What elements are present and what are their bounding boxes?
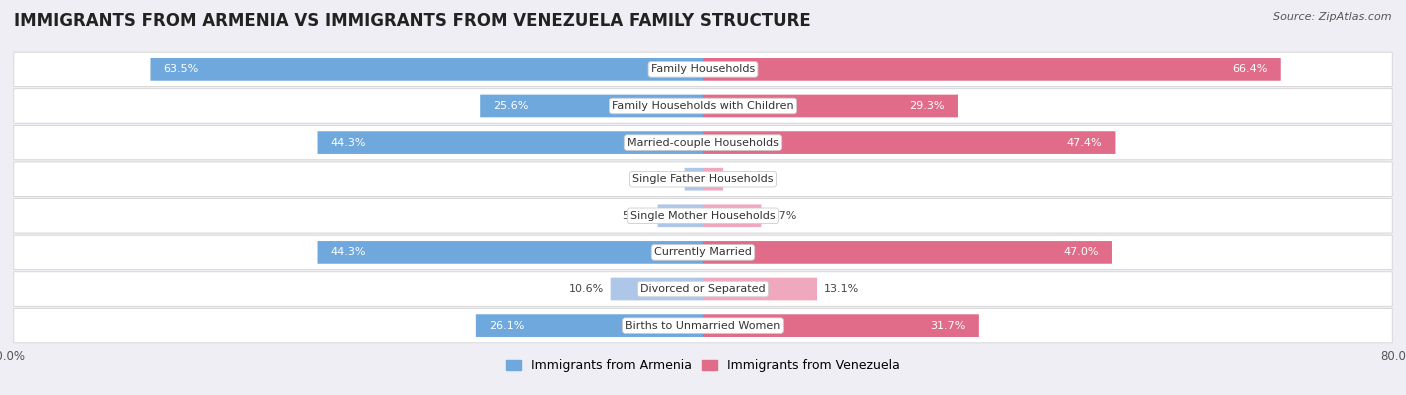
Text: 2.3%: 2.3% [730,174,758,184]
Text: Married-couple Households: Married-couple Households [627,137,779,148]
FancyBboxPatch shape [703,168,723,190]
Text: 5.2%: 5.2% [623,211,651,221]
FancyBboxPatch shape [14,199,1392,233]
FancyBboxPatch shape [14,52,1392,87]
FancyBboxPatch shape [475,314,703,337]
FancyBboxPatch shape [703,58,1281,81]
Text: Source: ZipAtlas.com: Source: ZipAtlas.com [1274,12,1392,22]
FancyBboxPatch shape [14,89,1392,123]
Text: Divorced or Separated: Divorced or Separated [640,284,766,294]
Text: 47.4%: 47.4% [1067,137,1102,148]
Text: 26.1%: 26.1% [489,321,524,331]
Text: Currently Married: Currently Married [654,247,752,258]
FancyBboxPatch shape [14,125,1392,160]
FancyBboxPatch shape [703,95,957,117]
Text: Births to Unmarried Women: Births to Unmarried Women [626,321,780,331]
Text: 25.6%: 25.6% [494,101,529,111]
Text: 10.6%: 10.6% [568,284,603,294]
Text: Family Households: Family Households [651,64,755,74]
FancyBboxPatch shape [703,314,979,337]
Text: 63.5%: 63.5% [163,64,198,74]
FancyBboxPatch shape [703,205,762,227]
FancyBboxPatch shape [14,162,1392,196]
Text: 2.1%: 2.1% [650,174,678,184]
FancyBboxPatch shape [481,95,703,117]
FancyBboxPatch shape [150,58,703,81]
Text: 44.3%: 44.3% [330,137,366,148]
FancyBboxPatch shape [14,272,1392,306]
FancyBboxPatch shape [703,131,1115,154]
FancyBboxPatch shape [318,131,703,154]
Text: 47.0%: 47.0% [1063,247,1099,258]
Text: Single Father Households: Single Father Households [633,174,773,184]
Text: 44.3%: 44.3% [330,247,366,258]
Text: 31.7%: 31.7% [931,321,966,331]
Legend: Immigrants from Armenia, Immigrants from Venezuela: Immigrants from Armenia, Immigrants from… [501,354,905,377]
FancyBboxPatch shape [318,241,703,264]
FancyBboxPatch shape [14,235,1392,270]
Text: 29.3%: 29.3% [910,101,945,111]
FancyBboxPatch shape [703,241,1112,264]
FancyBboxPatch shape [703,278,817,300]
FancyBboxPatch shape [610,278,703,300]
Text: 66.4%: 66.4% [1232,64,1268,74]
Text: 6.7%: 6.7% [768,211,797,221]
FancyBboxPatch shape [658,205,703,227]
Text: IMMIGRANTS FROM ARMENIA VS IMMIGRANTS FROM VENEZUELA FAMILY STRUCTURE: IMMIGRANTS FROM ARMENIA VS IMMIGRANTS FR… [14,12,811,30]
FancyBboxPatch shape [14,308,1392,343]
Text: Single Mother Households: Single Mother Households [630,211,776,221]
Text: Family Households with Children: Family Households with Children [612,101,794,111]
FancyBboxPatch shape [685,168,703,190]
Text: 13.1%: 13.1% [824,284,859,294]
